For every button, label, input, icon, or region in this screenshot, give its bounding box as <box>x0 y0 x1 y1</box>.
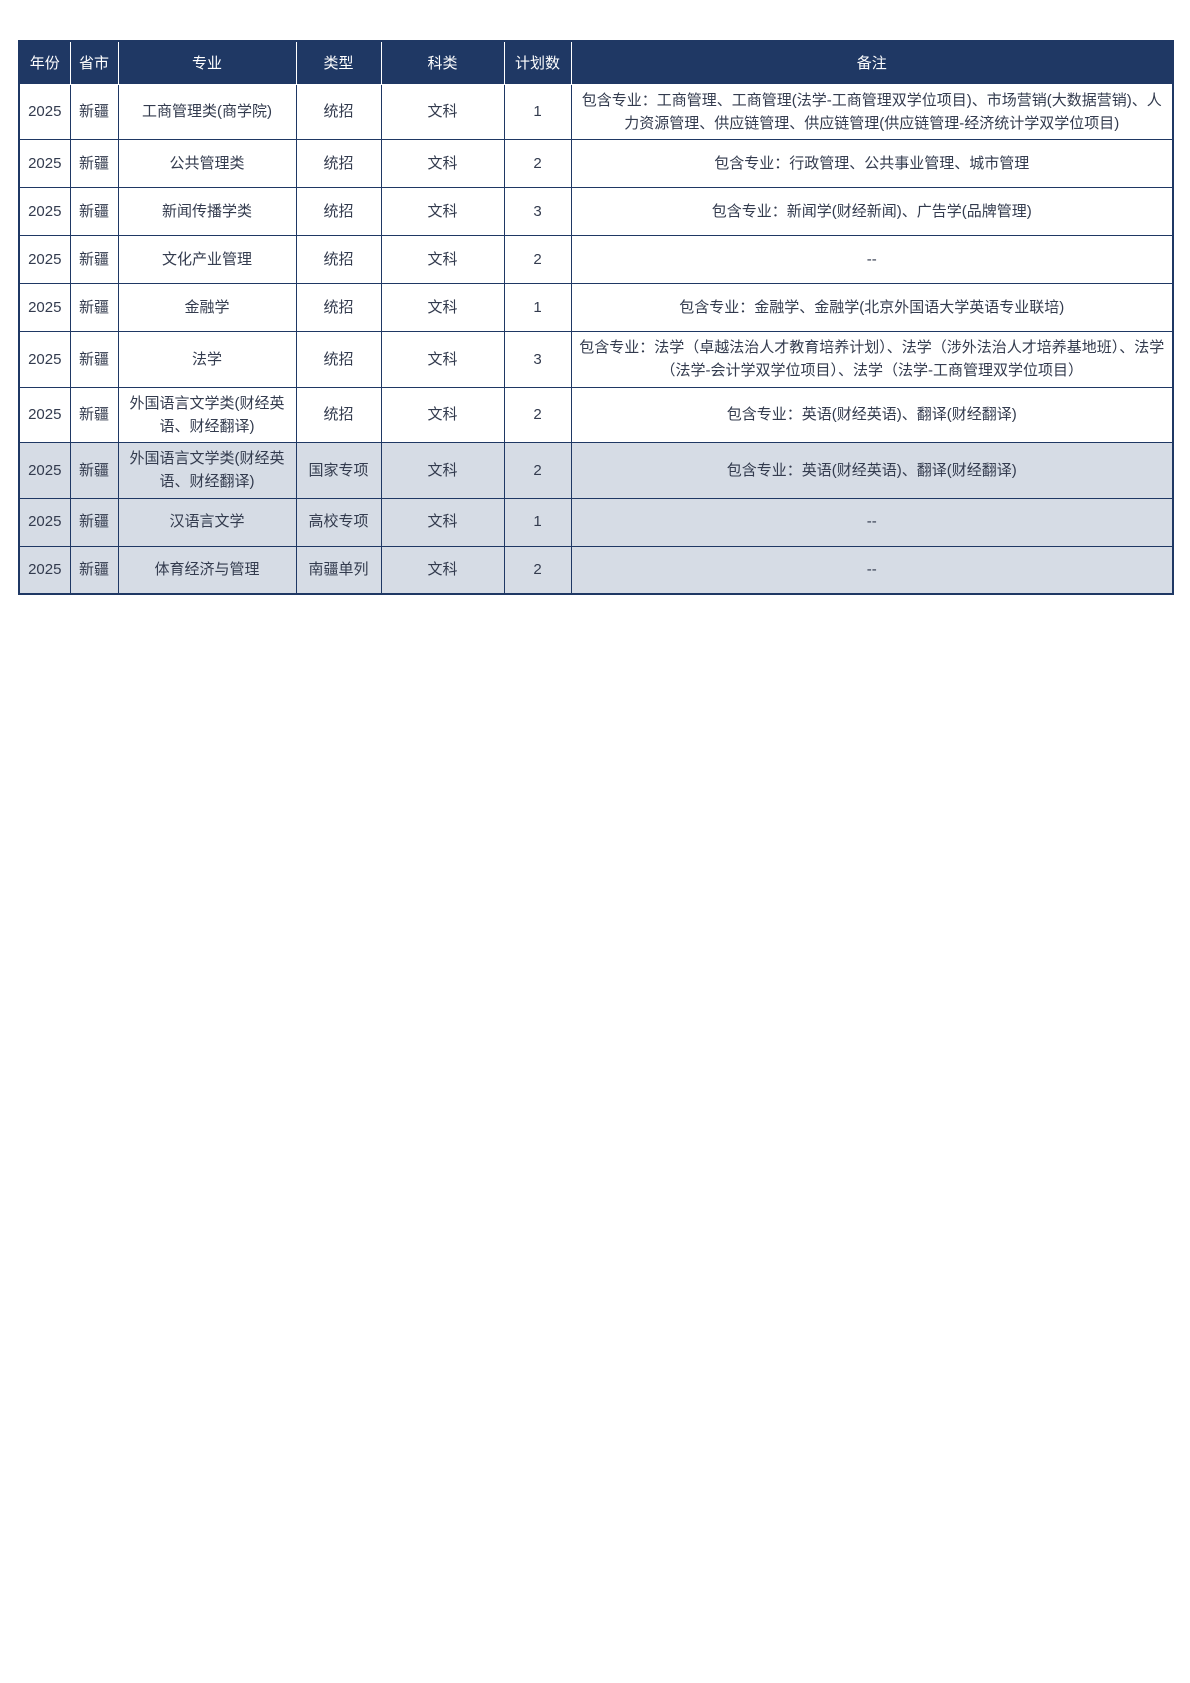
table-row: 2025 新疆 外国语言文学类(财经英语、财经翻译) 国家专项 文科 2 包含专业：英语(财… <box>18 442 1174 499</box>
cell-plan-count: 2 <box>503 139 572 188</box>
header-cell-remark: 备注 <box>570 40 1174 85</box>
cell-year: 2025 <box>18 331 71 388</box>
cell-province: 新疆 <box>69 235 119 284</box>
header-cell-type: 类型 <box>295 40 382 85</box>
cell-province: 新疆 <box>69 545 119 595</box>
cell-year: 2025 <box>18 386 71 443</box>
cell-plan-count: 3 <box>503 331 572 388</box>
cell-province: 新疆 <box>69 139 119 188</box>
cell-plan-count: 2 <box>503 545 572 595</box>
cell-remark: 包含专业：工商管理、工商管理(法学-工商管理双学位项目)、市场营销(大数据营销)… <box>570 83 1174 140</box>
cell-year: 2025 <box>18 283 71 332</box>
cell-type: 统招 <box>295 83 382 140</box>
cell-province: 新疆 <box>69 442 119 499</box>
cell-subject: 文科 <box>380 497 505 547</box>
cell-subject: 文科 <box>380 386 505 443</box>
cell-plan-count: 2 <box>503 386 572 443</box>
cell-type: 国家专项 <box>295 442 382 499</box>
table-row: 2025 新疆 工商管理类(商学院) 统招 文科 1 包含专业：工商管理、工商管理(法学-工… <box>18 83 1174 140</box>
cell-type: 南疆单列 <box>295 545 382 595</box>
cell-plan-count: 1 <box>503 283 572 332</box>
table-body: 2025 新疆 工商管理类(商学院) 统招 文科 1 包含专业：工商管理、工商管理(法学-工… <box>18 83 1174 595</box>
cell-province: 新疆 <box>69 386 119 443</box>
cell-province: 新疆 <box>69 187 119 236</box>
cell-remark: 包含专业：英语(财经英语)、翻译(财经翻译) <box>570 386 1174 443</box>
cell-year: 2025 <box>18 442 71 499</box>
admission-plan-table: 年份 省市 专业 类型 科类 计划数 备注 2025 新疆 工商管理类(商学院) 统招… <box>18 40 1174 595</box>
cell-major: 法学 <box>117 331 297 388</box>
header-cell-year: 年份 <box>18 40 71 85</box>
cell-remark: 包含专业：金融学、金融学(北京外国语大学英语专业联培) <box>570 283 1174 332</box>
table-row: 2025 新疆 体育经济与管理 南疆单列 文科 2 -- <box>18 545 1174 595</box>
table-row: 2025 新疆 汉语言文学 高校专项 文科 1 -- <box>18 497 1174 547</box>
cell-subject: 文科 <box>380 235 505 284</box>
table-row: 2025 新疆 新闻传播学类 统招 文科 3 包含专业：新闻学(财经新闻)、广告学(品牌管理… <box>18 187 1174 236</box>
cell-remark: -- <box>570 235 1174 284</box>
cell-province: 新疆 <box>69 283 119 332</box>
table-row: 2025 新疆 外国语言文学类(财经英语、财经翻译) 统招 文科 2 包含专业：英语(财经英… <box>18 386 1174 443</box>
cell-remark: 包含专业：法学（卓越法治人才教育培养计划）、法学（涉外法治人才培养基地班）、法学… <box>570 331 1174 388</box>
cell-type: 统招 <box>295 283 382 332</box>
cell-year: 2025 <box>18 139 71 188</box>
header-cell-major: 专业 <box>117 40 297 85</box>
cell-province: 新疆 <box>69 497 119 547</box>
cell-major: 金融学 <box>117 283 297 332</box>
cell-type: 统招 <box>295 331 382 388</box>
cell-subject: 文科 <box>380 283 505 332</box>
cell-plan-count: 2 <box>503 442 572 499</box>
cell-major: 公共管理类 <box>117 139 297 188</box>
header-cell-plan-count: 计划数 <box>503 40 572 85</box>
header-cell-subject: 科类 <box>380 40 505 85</box>
cell-major: 文化产业管理 <box>117 235 297 284</box>
header-row: 年份 省市 专业 类型 科类 计划数 备注 <box>18 40 1174 85</box>
cell-year: 2025 <box>18 235 71 284</box>
cell-major: 新闻传播学类 <box>117 187 297 236</box>
cell-province: 新疆 <box>69 83 119 140</box>
cell-remark: -- <box>570 545 1174 595</box>
cell-subject: 文科 <box>380 139 505 188</box>
header-cell-province: 省市 <box>69 40 119 85</box>
cell-subject: 文科 <box>380 545 505 595</box>
cell-subject: 文科 <box>380 187 505 236</box>
cell-type: 统招 <box>295 386 382 443</box>
cell-plan-count: 1 <box>503 83 572 140</box>
cell-subject: 文科 <box>380 331 505 388</box>
cell-year: 2025 <box>18 83 71 140</box>
cell-major: 汉语言文学 <box>117 497 297 547</box>
cell-plan-count: 3 <box>503 187 572 236</box>
cell-major: 工商管理类(商学院) <box>117 83 297 140</box>
cell-plan-count: 2 <box>503 235 572 284</box>
cell-year: 2025 <box>18 545 71 595</box>
cell-type: 统招 <box>295 187 382 236</box>
cell-remark: -- <box>570 497 1174 547</box>
cell-type: 统招 <box>295 139 382 188</box>
cell-major: 体育经济与管理 <box>117 545 297 595</box>
cell-type: 统招 <box>295 235 382 284</box>
cell-major: 外国语言文学类(财经英语、财经翻译) <box>117 442 297 499</box>
cell-remark: 包含专业：英语(财经英语)、翻译(财经翻译) <box>570 442 1174 499</box>
table-row: 2025 新疆 法学 统招 文科 3 包含专业：法学（卓越法治人才教育培养计划）、法学（涉外… <box>18 331 1174 388</box>
cell-remark: 包含专业：新闻学(财经新闻)、广告学(品牌管理) <box>570 187 1174 236</box>
cell-plan-count: 1 <box>503 497 572 547</box>
cell-year: 2025 <box>18 497 71 547</box>
cell-type: 高校专项 <box>295 497 382 547</box>
table-row: 2025 新疆 金融学 统招 文科 1 包含专业：金融学、金融学(北京外国语大学英语专业联培… <box>18 283 1174 332</box>
cell-remark: 包含专业：行政管理、公共事业管理、城市管理 <box>570 139 1174 188</box>
cell-subject: 文科 <box>380 442 505 499</box>
cell-subject: 文科 <box>380 83 505 140</box>
table-row: 2025 新疆 文化产业管理 统招 文科 2 -- <box>18 235 1174 284</box>
table-row: 2025 新疆 公共管理类 统招 文科 2 包含专业：行政管理、公共事业管理、城市管理 <box>18 139 1174 188</box>
cell-year: 2025 <box>18 187 71 236</box>
cell-province: 新疆 <box>69 331 119 388</box>
cell-major: 外国语言文学类(财经英语、财经翻译) <box>117 386 297 443</box>
